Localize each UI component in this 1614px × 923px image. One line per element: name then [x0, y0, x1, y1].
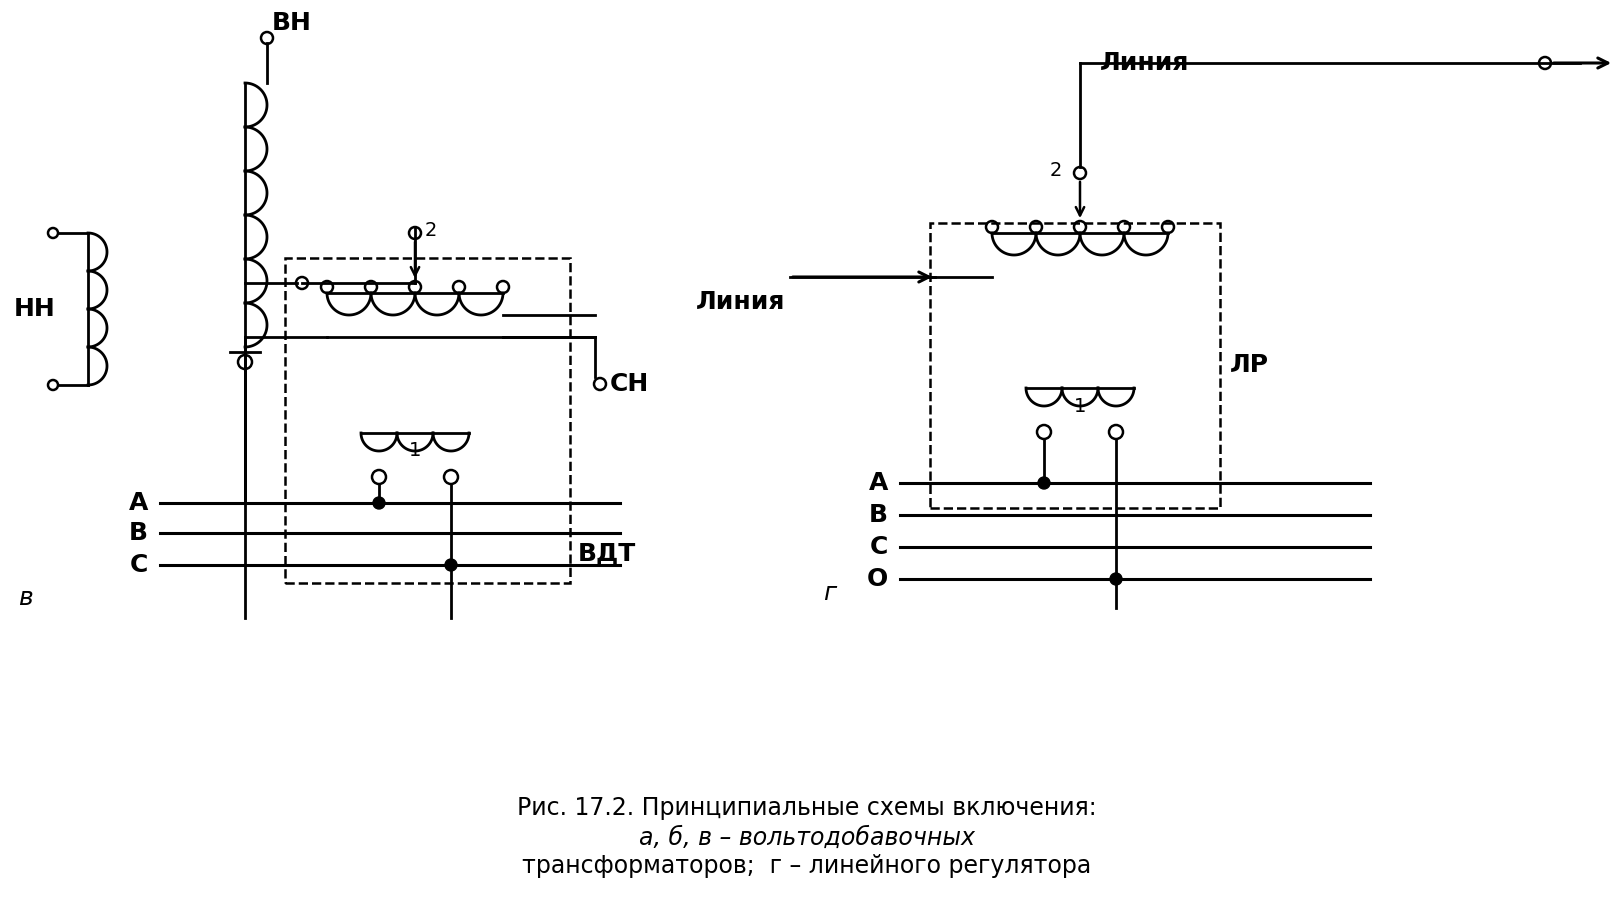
Text: трансформаторов;  г – линейного регулятора: трансформаторов; г – линейного регулятор… [523, 854, 1091, 878]
Bar [930, 223, 1220, 508]
Text: в: в [18, 586, 32, 610]
Circle shape [1110, 573, 1122, 585]
Text: 2: 2 [424, 222, 437, 241]
Text: А: А [129, 491, 148, 515]
Text: ВДТ: ВДТ [578, 541, 636, 565]
Text: 1: 1 [408, 441, 421, 461]
Text: С: С [870, 535, 888, 559]
Circle shape [445, 559, 457, 571]
Text: Линия: Линия [1101, 51, 1190, 75]
Text: СН: СН [610, 372, 649, 396]
Text: ЛР: ЛР [1230, 354, 1269, 378]
Text: а, б, в – вольтодобавочных: а, б, в – вольтодобавочных [639, 826, 975, 850]
Text: В: В [868, 503, 888, 527]
Text: В: В [129, 521, 148, 545]
Text: НН: НН [15, 297, 56, 321]
Text: ВН: ВН [273, 11, 312, 35]
Text: О: О [867, 567, 888, 591]
Text: А: А [868, 471, 888, 495]
Text: 1: 1 [1073, 397, 1086, 415]
Text: г: г [823, 581, 836, 605]
Text: 2: 2 [1049, 162, 1062, 181]
Text: Линия: Линия [696, 290, 784, 314]
Text: С: С [129, 553, 148, 577]
Bar [286, 258, 570, 583]
Circle shape [1038, 477, 1051, 489]
Text: Рис. 17.2. Принципиальные схемы включения:: Рис. 17.2. Принципиальные схемы включени… [516, 796, 1098, 820]
Circle shape [373, 497, 386, 509]
